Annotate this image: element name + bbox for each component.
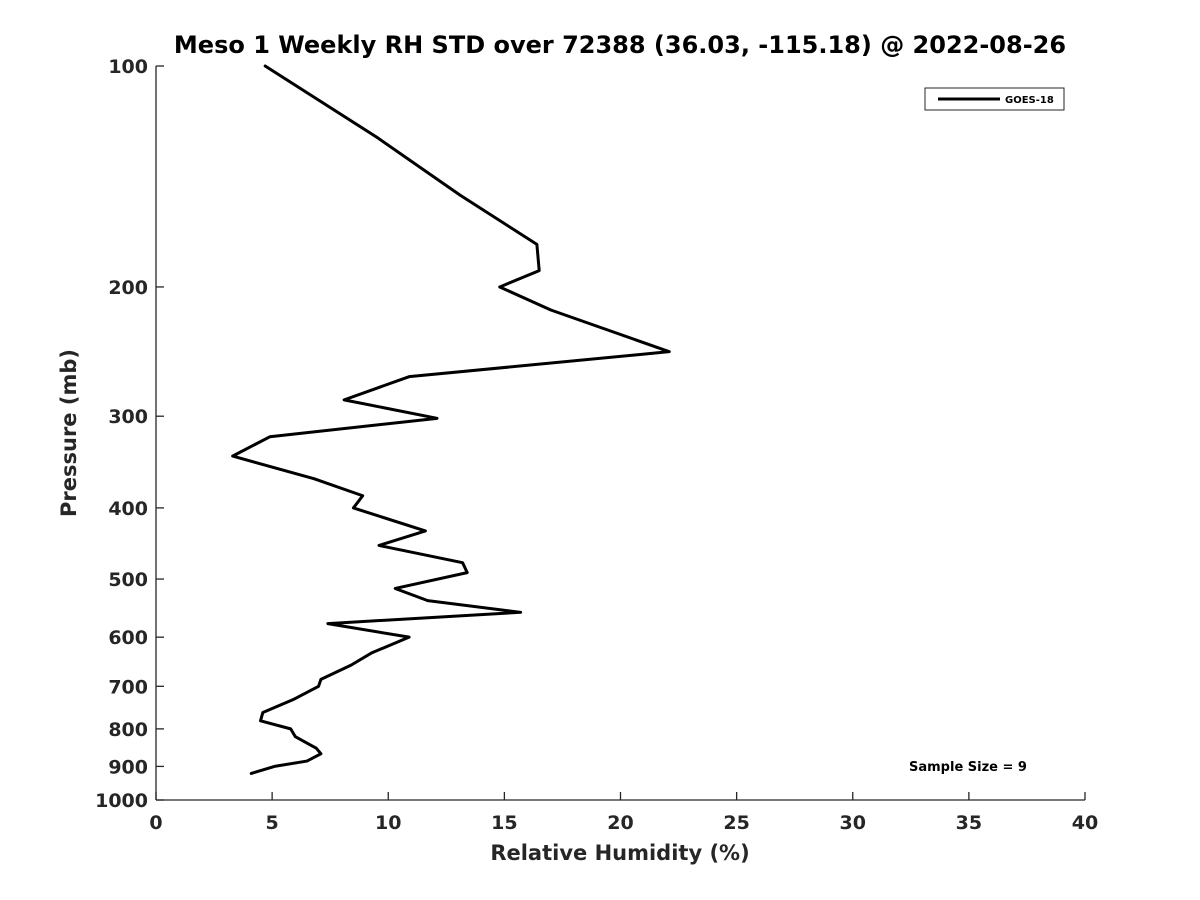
y-tick-label: 400 <box>108 498 148 520</box>
y-tick-label: 300 <box>108 406 148 428</box>
x-tick-label: 40 <box>1072 812 1098 834</box>
sample-size-annotation: Sample Size = 9 <box>909 760 1027 775</box>
legend-label-goes-18: GOES-18 <box>1005 95 1054 106</box>
y-tick-label: 100 <box>108 56 148 78</box>
series-group <box>231 64 671 775</box>
x-tick-label: 25 <box>723 812 749 834</box>
chart-title: Meso 1 Weekly RH STD over 72388 (36.03, … <box>174 31 1066 59</box>
y-ticks: 100 200 300 400 500 600 700 800 900 1000 <box>95 56 164 812</box>
legend: GOES-18 <box>924 87 1065 111</box>
y-tick-label: 900 <box>108 756 148 778</box>
y-tick-label: 1000 <box>95 790 148 812</box>
y-tick-label: 500 <box>108 569 148 591</box>
x-tick-label: 10 <box>375 812 401 834</box>
x-tick-label: 15 <box>491 812 517 834</box>
y-axis-title: Pressure (mb) <box>57 349 81 517</box>
y-tick-label: 200 <box>108 277 148 299</box>
y-tick-label: 700 <box>108 676 148 698</box>
x-tick-label: 0 <box>149 812 162 834</box>
x-tick-label: 30 <box>840 812 866 834</box>
y-tick-label: 600 <box>108 627 148 649</box>
y-tick-label: 800 <box>108 719 148 741</box>
x-tick-label: 35 <box>956 812 982 834</box>
x-ticks: 0 5 10 15 20 25 30 35 40 <box>149 792 1098 834</box>
x-tick-label: 5 <box>266 812 279 834</box>
series-line-goes-18 <box>231 64 671 775</box>
x-axis-title: Relative Humidity (%) <box>490 841 749 865</box>
x-tick-label: 20 <box>607 812 633 834</box>
